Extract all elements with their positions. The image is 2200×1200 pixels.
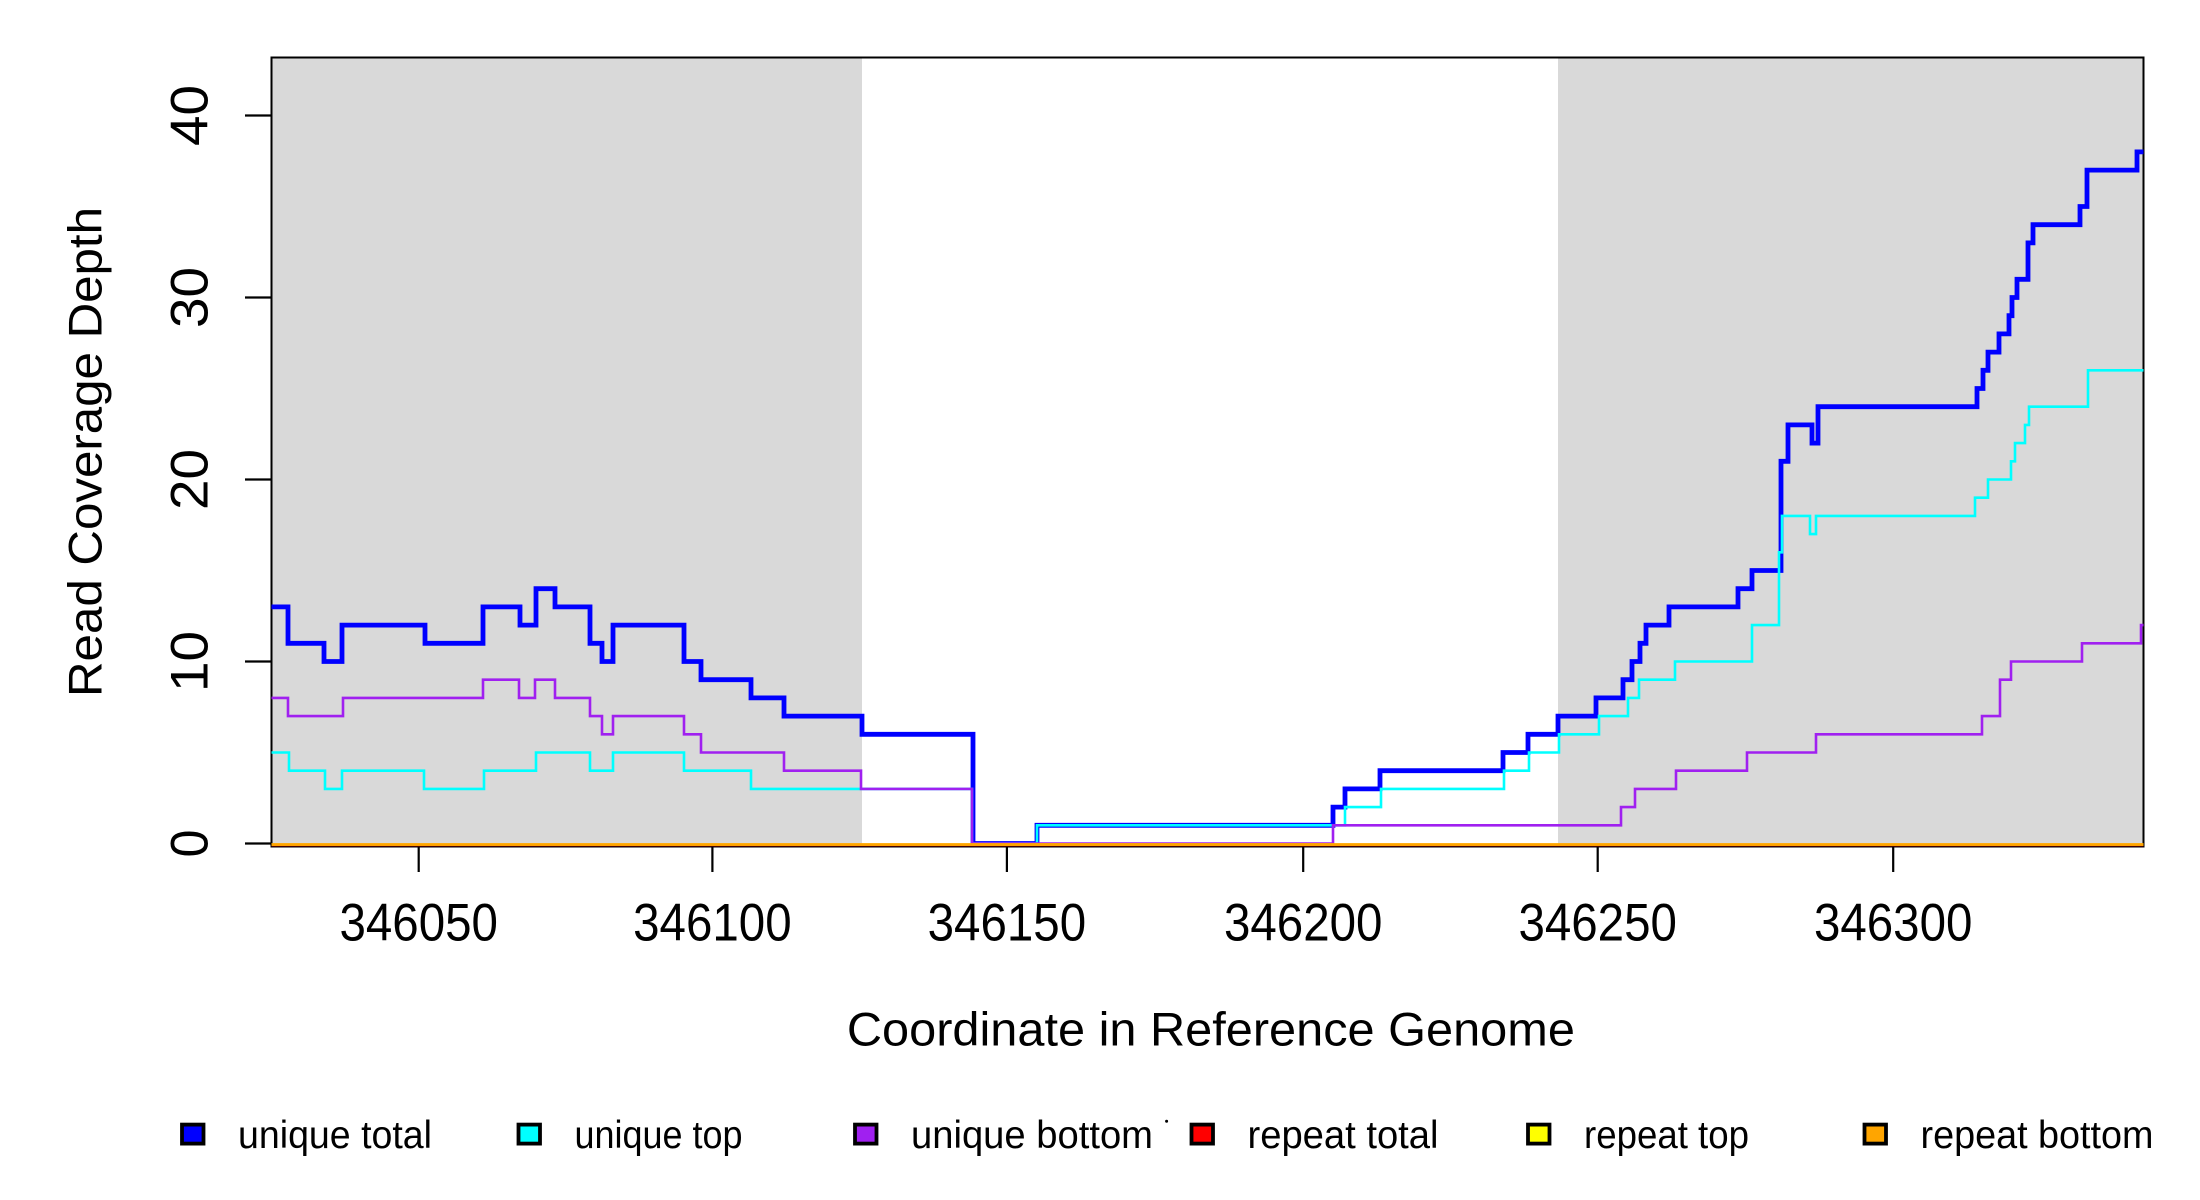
svg-text:346100: 346100 (633, 894, 792, 953)
svg-text:repeat total: repeat total (1248, 1114, 1439, 1157)
svg-text:20: 20 (161, 449, 220, 510)
svg-text:346250: 346250 (1518, 894, 1677, 953)
svg-text:unique top: unique top (575, 1114, 743, 1157)
svg-text:10: 10 (161, 631, 220, 692)
svg-text:Read Coverage Depth: Read Coverage Depth (58, 207, 111, 697)
svg-text:346050: 346050 (339, 894, 498, 953)
svg-text:repeat bottom: repeat bottom (1921, 1114, 2154, 1157)
svg-text:0: 0 (161, 830, 220, 858)
svg-text:unique total: unique total (238, 1114, 432, 1157)
svg-text:40: 40 (161, 85, 220, 146)
svg-text:346200: 346200 (1224, 894, 1383, 953)
svg-text:unique bottom: unique bottom (911, 1114, 1153, 1157)
svg-text:346150: 346150 (928, 894, 1087, 953)
svg-text:30: 30 (161, 267, 220, 328)
svg-text:346300: 346300 (1814, 894, 1973, 953)
svg-text:repeat top: repeat top (1584, 1114, 1749, 1157)
svg-text:Coordinate in Reference Genome: Coordinate in Reference Genome (847, 1003, 1575, 1056)
